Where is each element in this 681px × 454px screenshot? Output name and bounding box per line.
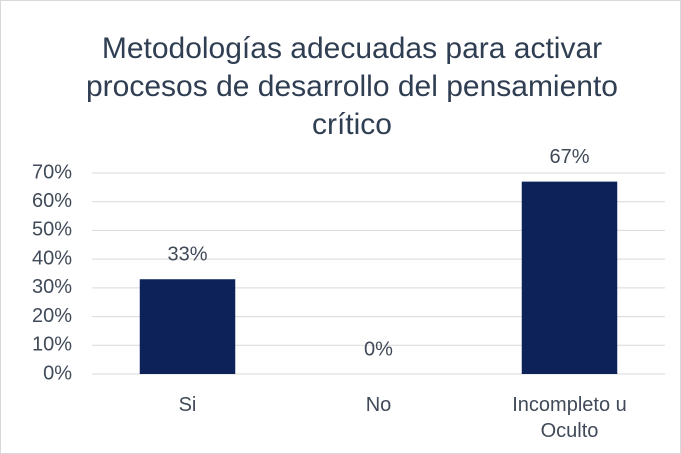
data-label: 67% (549, 146, 589, 168)
chart-title: Metodologías adecuadas para activar proc… (86, 32, 618, 141)
data-label: 33% (167, 244, 207, 266)
y-tick-label: 40% (32, 247, 72, 269)
bar (521, 181, 618, 374)
x-tick-label: Incompleto u Oculto (512, 394, 627, 442)
y-tick-label: 30% (32, 276, 72, 298)
y-tick-label: 50% (32, 219, 72, 241)
y-tick-label: 0% (43, 362, 72, 384)
data-label: 0% (364, 338, 393, 360)
y-tick-label: 20% (32, 305, 72, 327)
y-tick-label: 60% (32, 190, 72, 212)
x-tick-label: No (365, 394, 392, 416)
bar (139, 279, 236, 374)
y-tick-label: 70% (32, 161, 72, 183)
x-tick-label: Si (178, 394, 197, 416)
y-tick-label: 10% (32, 334, 72, 356)
